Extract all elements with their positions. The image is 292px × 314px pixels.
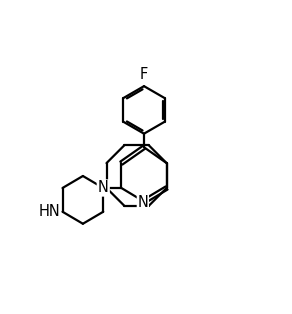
Text: N: N [98,181,109,196]
Text: HN: HN [39,204,60,219]
Text: F: F [140,67,148,82]
Text: N: N [138,195,148,210]
